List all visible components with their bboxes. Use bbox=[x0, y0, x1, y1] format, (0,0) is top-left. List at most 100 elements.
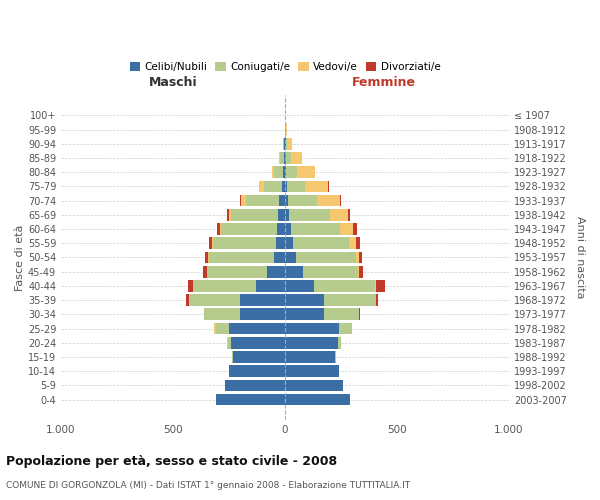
Bar bbox=[188, 294, 240, 306]
Bar bbox=[286, 124, 287, 136]
Bar bbox=[240, 308, 285, 320]
Bar bbox=[285, 337, 338, 348]
Bar bbox=[349, 238, 356, 249]
Bar bbox=[232, 351, 233, 362]
Bar bbox=[205, 308, 240, 320]
Text: Maschi: Maschi bbox=[149, 76, 197, 90]
Bar bbox=[283, 138, 284, 149]
Bar bbox=[256, 280, 285, 291]
Bar bbox=[359, 252, 362, 264]
Bar bbox=[297, 166, 315, 178]
Y-axis label: Fasce di età: Fasce di età bbox=[15, 224, 25, 290]
Bar bbox=[285, 294, 324, 306]
Bar bbox=[272, 166, 274, 178]
Bar bbox=[212, 238, 214, 249]
Bar bbox=[240, 294, 285, 306]
Bar bbox=[293, 238, 349, 249]
Bar bbox=[324, 294, 376, 306]
Bar bbox=[289, 209, 330, 220]
Bar bbox=[340, 224, 353, 235]
Bar bbox=[281, 180, 285, 192]
Bar bbox=[267, 266, 285, 278]
Bar bbox=[285, 209, 289, 220]
Bar bbox=[286, 138, 287, 149]
Bar bbox=[224, 380, 285, 391]
Bar bbox=[287, 138, 292, 149]
Bar bbox=[285, 351, 335, 362]
Bar bbox=[231, 337, 285, 348]
Bar bbox=[353, 224, 356, 235]
Bar bbox=[280, 195, 285, 206]
Bar bbox=[285, 152, 286, 164]
Bar bbox=[259, 180, 263, 192]
Bar bbox=[356, 252, 359, 264]
Bar bbox=[324, 308, 359, 320]
Legend: Celibi/Nubili, Coniugati/e, Vedovi/e, Divorziati/e: Celibi/Nubili, Coniugati/e, Vedovi/e, Di… bbox=[125, 58, 445, 76]
Bar bbox=[296, 252, 356, 264]
Bar bbox=[274, 252, 285, 264]
Bar bbox=[206, 266, 267, 278]
Bar bbox=[285, 308, 324, 320]
Bar bbox=[284, 138, 285, 149]
Bar bbox=[285, 394, 350, 406]
Text: Femmine: Femmine bbox=[352, 76, 416, 90]
Bar bbox=[286, 166, 297, 178]
Bar bbox=[229, 322, 285, 334]
Bar bbox=[338, 337, 341, 348]
Bar bbox=[220, 224, 221, 235]
Bar bbox=[205, 252, 208, 264]
Bar bbox=[289, 195, 317, 206]
Bar bbox=[340, 195, 341, 206]
Bar bbox=[276, 238, 285, 249]
Bar bbox=[290, 152, 302, 164]
Bar bbox=[231, 209, 278, 220]
Bar bbox=[359, 266, 364, 278]
Bar bbox=[356, 238, 360, 249]
Bar bbox=[193, 280, 256, 291]
Bar bbox=[330, 209, 347, 220]
Bar bbox=[203, 266, 206, 278]
Bar bbox=[278, 209, 285, 220]
Bar bbox=[328, 180, 329, 192]
Bar bbox=[285, 252, 296, 264]
Bar bbox=[284, 152, 285, 164]
Bar bbox=[229, 209, 231, 220]
Text: COMUNE DI GORGONZOLA (MI) - Dati ISTAT 1° gennaio 2008 - Elaborazione TUTTITALIA: COMUNE DI GORGONZOLA (MI) - Dati ISTAT 1… bbox=[6, 480, 410, 490]
Bar bbox=[241, 195, 246, 206]
Bar bbox=[305, 180, 328, 192]
Bar bbox=[214, 238, 276, 249]
Text: Popolazione per età, sesso e stato civile - 2008: Popolazione per età, sesso e stato civil… bbox=[6, 455, 337, 468]
Bar bbox=[240, 195, 241, 206]
Bar bbox=[209, 238, 212, 249]
Bar bbox=[228, 337, 231, 348]
Bar bbox=[274, 166, 283, 178]
Bar bbox=[285, 195, 289, 206]
Bar bbox=[227, 337, 228, 348]
Bar bbox=[376, 294, 378, 306]
Y-axis label: Anni di nascita: Anni di nascita bbox=[575, 216, 585, 298]
Bar bbox=[303, 266, 358, 278]
Bar bbox=[285, 280, 314, 291]
Bar bbox=[285, 166, 286, 178]
Bar bbox=[187, 294, 188, 306]
Bar bbox=[358, 266, 359, 278]
Bar bbox=[285, 138, 286, 149]
Bar bbox=[208, 252, 209, 264]
Bar bbox=[376, 280, 385, 291]
Bar bbox=[188, 280, 193, 291]
Bar bbox=[285, 238, 293, 249]
Bar bbox=[359, 308, 360, 320]
Bar bbox=[233, 351, 285, 362]
Bar bbox=[314, 280, 374, 291]
Bar bbox=[285, 180, 287, 192]
Bar bbox=[285, 366, 339, 377]
Bar bbox=[287, 180, 305, 192]
Bar bbox=[285, 266, 303, 278]
Bar bbox=[277, 224, 285, 235]
Bar bbox=[347, 209, 350, 220]
Bar bbox=[374, 280, 376, 291]
Bar bbox=[317, 195, 340, 206]
Bar bbox=[221, 224, 277, 235]
Bar bbox=[285, 322, 339, 334]
Bar bbox=[285, 380, 343, 391]
